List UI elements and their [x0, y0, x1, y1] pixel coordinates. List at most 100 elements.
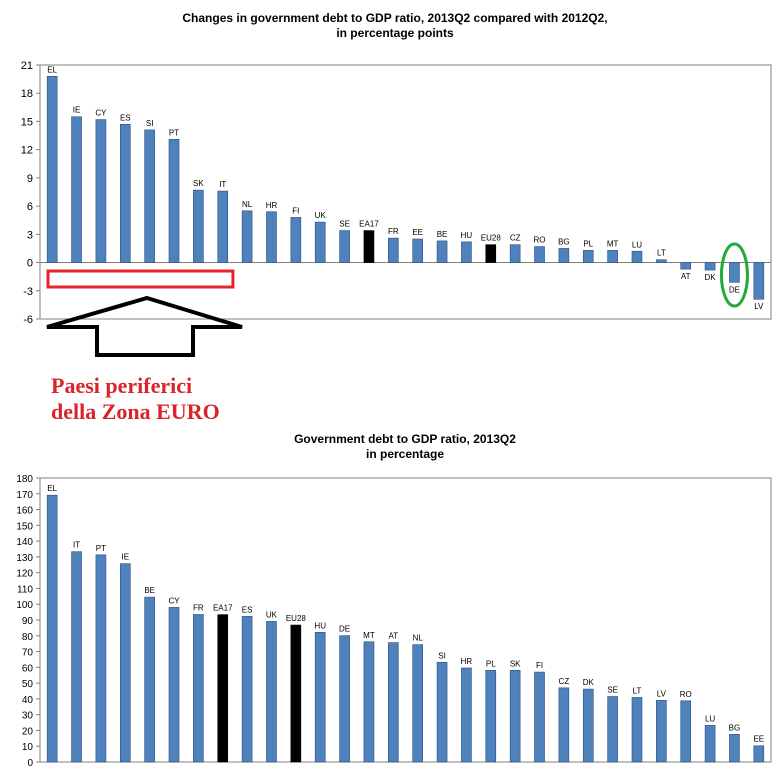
chart2-bar-lu: [704, 725, 716, 763]
chart2-bar-fr: [193, 614, 204, 763]
chart1-bar-label-si: SI: [146, 119, 154, 128]
chart2-y-tick-label: 130: [16, 553, 33, 564]
chart1-bar-label-bg: BG: [558, 237, 570, 246]
chart1-bar-label-eu28: EU28: [481, 234, 502, 243]
chart2-bar-lt: [631, 697, 643, 763]
chart2-bar-ie: [119, 563, 131, 763]
chart2-bar-mt: [363, 641, 375, 763]
chart1-bar-label-fr: FR: [388, 227, 399, 236]
annotation-line1: Paesi periferici: [51, 373, 193, 398]
chart2-bar-sk: [509, 670, 521, 763]
chart1-bar-ea17: [363, 230, 375, 263]
chart1-bar-se: [339, 230, 350, 263]
chart1-y-tick-label: 21: [21, 60, 33, 72]
chart1-bar-nl: [241, 210, 253, 263]
chart1-bar-lu: [631, 250, 643, 263]
chart2-bar-label-pt: PT: [96, 544, 106, 553]
chart2-bar-label-pl: PL: [486, 659, 496, 668]
chart2-bar-label-hu: HU: [314, 621, 326, 630]
chart1-bar-dk: [704, 262, 716, 271]
chart1-bar-label-hr: HR: [266, 201, 278, 210]
chart1-bar-hr: [266, 211, 277, 263]
chart2-bar-nl: [412, 644, 423, 763]
chart1-bar-label-be: BE: [437, 230, 448, 239]
annotation-line2: della Zona EURO: [51, 399, 220, 424]
chart2-y-tick-label: 160: [16, 506, 33, 517]
chart2-y-tick-label: 180: [16, 474, 33, 485]
chart2-bar-dk: [582, 688, 594, 763]
chart1-bar-label-sk: SK: [193, 179, 204, 188]
chart1-y-tick-label: 0: [27, 258, 33, 270]
chart2-bar-label-it: IT: [73, 541, 80, 550]
chart1-bar-ie: [71, 116, 82, 263]
chart2-bar-hu: [314, 632, 326, 763]
chart1-y-tick-label: 6: [27, 201, 33, 213]
chart1-y-tick-label: 18: [21, 88, 33, 100]
chart1-y-tick-label: -6: [23, 314, 33, 326]
chart1-bar-cz: [509, 244, 521, 263]
chart2-bar-pl: [485, 670, 497, 763]
chart2-y-tick-label: 30: [22, 711, 34, 722]
chart2-y-tick-label: 170: [16, 490, 33, 501]
chart2-bar-label-dk: DK: [583, 678, 595, 687]
chart1-bar-es: [119, 123, 131, 263]
chart2-bar-uk: [266, 621, 277, 763]
chart1-bar-pl: [582, 250, 594, 263]
chart1-bar-label-it: IT: [219, 180, 226, 189]
chart2-bar-hr: [461, 667, 472, 763]
chart1-bar-lt: [656, 259, 667, 263]
peripheral-highlight-box: [46, 269, 235, 289]
chart1-y-tick-label: 15: [21, 116, 33, 128]
chart2-bar-label-cz: CZ: [559, 677, 570, 686]
chart1-bar-ro: [534, 246, 545, 263]
chart2-bar-si: [436, 661, 448, 763]
chart2-bar-label-uk: UK: [266, 610, 278, 619]
chart1-bar-eu28: [485, 244, 497, 263]
chart2-bar-label-si: SI: [438, 651, 446, 660]
chart2-title: Government debt to GDP ratio, 2013Q2: [294, 432, 516, 446]
chart2-y-tick-label: 70: [22, 648, 34, 659]
chart2-bar-el: [46, 494, 58, 763]
chart2-bar-label-nl: NL: [413, 634, 424, 643]
chart1-bar-label-fi: FI: [292, 206, 299, 215]
chart2-bar-label-mt: MT: [363, 631, 375, 640]
chart1-bar-be: [436, 240, 448, 263]
chart1-y-tick-label: 9: [27, 173, 33, 185]
chart2-y-tick-label: 60: [22, 663, 34, 674]
chart2-y-tick-label: 100: [16, 600, 33, 611]
chart2-bar-ee: [753, 745, 765, 763]
chart2-bar-label-be: BE: [144, 586, 155, 595]
chart2-y-tick-label: 20: [22, 726, 34, 737]
chart1-bar-label-uk: UK: [315, 211, 327, 220]
chart2-bar-label-ee: EE: [753, 735, 764, 744]
chart1-bar-ee: [412, 238, 423, 263]
chart1-y-tick-label: 12: [21, 145, 33, 157]
chart1-bar-sk: [193, 189, 204, 263]
chart1-plot-frame: [39, 64, 772, 320]
chart1-bar-de: [729, 262, 740, 283]
chart1-bar-cy: [95, 119, 107, 263]
chart2-bar-pt: [95, 554, 107, 763]
chart1-title: Changes in government debt to GDP ratio,…: [182, 11, 608, 25]
chart1-bar-si: [144, 129, 155, 263]
chart2-bar-label-se: SE: [607, 686, 618, 695]
chart1-bar-label-ie: IE: [73, 106, 81, 115]
chart2-bar-label-fr: FR: [193, 603, 204, 612]
chart1-bar-label-lv: LV: [754, 302, 764, 311]
chart2-bar-ea17: [217, 614, 229, 763]
chart1-bar-label-lt: LT: [657, 249, 666, 258]
chart2-bar-label-eu28: EU28: [286, 614, 307, 623]
chart2-y-tick-label: 50: [22, 679, 34, 690]
chart1-bar-label-cz: CZ: [510, 234, 521, 243]
chart2-bar-label-ea17: EA17: [213, 604, 233, 613]
chart1-bar-label-dk: DK: [705, 273, 717, 282]
chart2-bar-it: [71, 551, 82, 763]
chart2-y-tick-label: 120: [16, 569, 33, 580]
chart2-bar-label-el: EL: [47, 484, 57, 493]
chart1-bar-label-ro: RO: [534, 236, 546, 245]
chart2-bar-label-fi: FI: [536, 661, 543, 670]
chart1-bar-mt: [607, 250, 618, 263]
chart2-bar-fi: [534, 671, 545, 763]
chart1-bar-label-hu: HU: [461, 231, 473, 240]
